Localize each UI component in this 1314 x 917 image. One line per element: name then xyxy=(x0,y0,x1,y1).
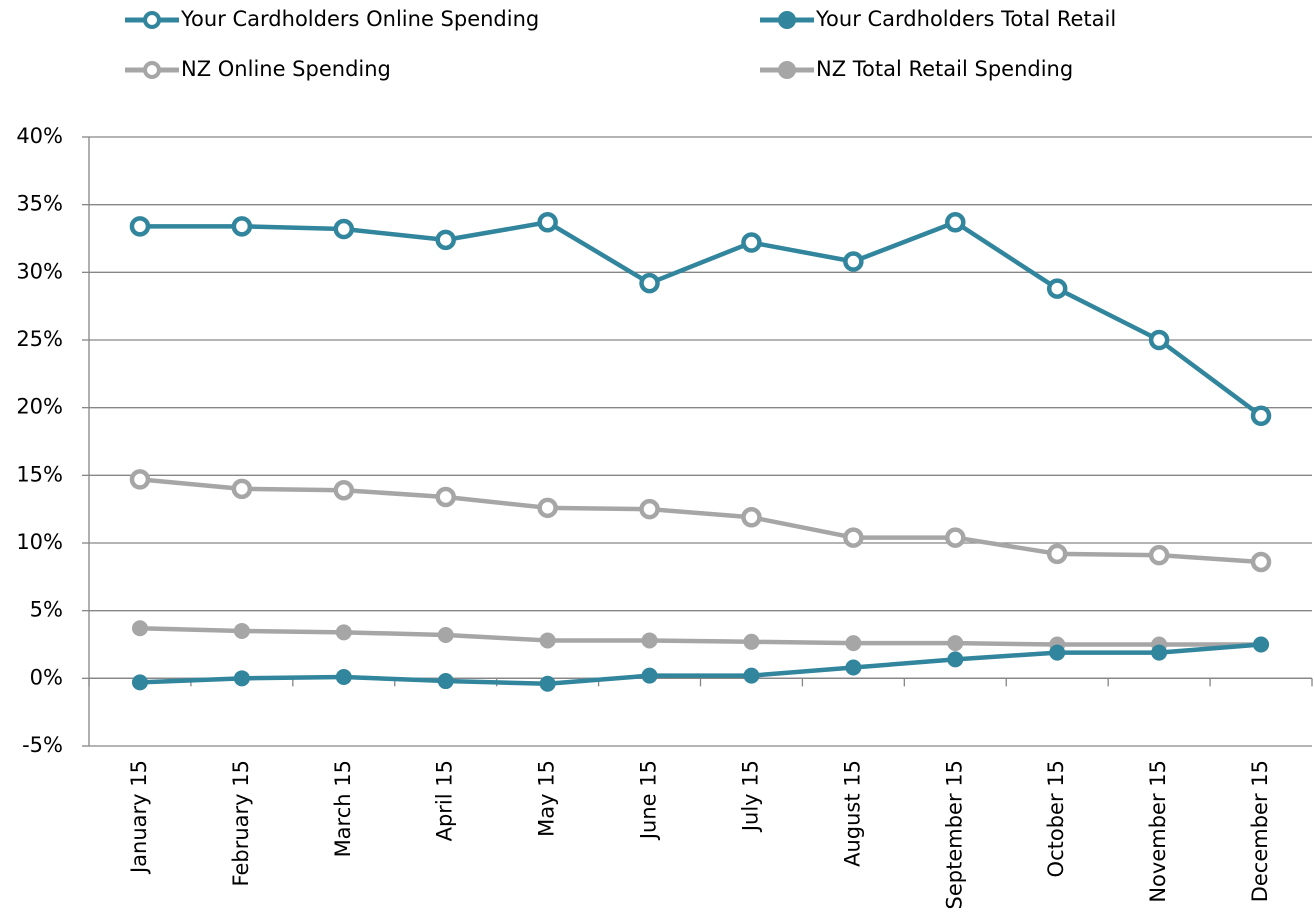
data-point xyxy=(233,670,250,687)
legend-label: NZ Total Retail Spending xyxy=(816,57,1073,81)
data-point xyxy=(639,272,660,294)
data-point xyxy=(741,507,762,528)
series-line xyxy=(139,220,1263,418)
data-point xyxy=(947,651,964,668)
x-tick-label: May 15 xyxy=(535,760,559,837)
y-tick-label: 20% xyxy=(16,395,63,419)
data-point xyxy=(333,479,355,501)
y-tick-label: 0% xyxy=(30,665,63,689)
legend-label: Your Cardholders Online Spending xyxy=(180,7,539,31)
x-tick-label: September 15 xyxy=(942,760,966,909)
x-tick-label: January 15 xyxy=(127,760,151,875)
data-point xyxy=(945,212,966,233)
legend-item: Your Cardholders Total Retail xyxy=(760,7,1116,31)
y-tick-label: 5% xyxy=(30,598,63,622)
data-point xyxy=(845,659,862,676)
data-point xyxy=(129,469,151,490)
series-line xyxy=(139,626,1262,647)
y-tick-label: 35% xyxy=(16,192,63,216)
data-point xyxy=(131,620,148,637)
y-tick-label: 25% xyxy=(16,327,63,351)
data-point xyxy=(1250,551,1272,573)
legend-marker xyxy=(778,61,796,79)
legend-item: NZ Online Spending xyxy=(125,57,391,81)
legend-label: NZ Online Spending xyxy=(181,57,391,81)
data-point xyxy=(945,527,966,548)
y-tick-label: 30% xyxy=(16,259,63,283)
legend-item: Your Cardholders Online Spending xyxy=(125,7,539,31)
legend-label: Your Cardholders Total Retail xyxy=(815,7,1116,31)
data-point xyxy=(335,668,352,685)
data-point xyxy=(335,624,352,641)
legend-marker xyxy=(143,61,161,79)
y-tick-label: -5% xyxy=(22,733,63,757)
data-point xyxy=(435,486,456,508)
data-point xyxy=(537,212,558,233)
y-tick-label: 40% xyxy=(16,124,63,148)
data-point xyxy=(435,229,456,251)
data-point xyxy=(539,675,556,692)
x-tick-label: August 15 xyxy=(840,760,864,867)
legend-marker xyxy=(778,11,796,29)
data-point xyxy=(843,251,864,272)
data-point xyxy=(743,667,760,684)
data-point xyxy=(1046,278,1068,299)
data-point xyxy=(333,218,355,240)
series-line xyxy=(139,642,1262,686)
data-point xyxy=(539,632,556,649)
x-tick-label: June 15 xyxy=(637,760,661,841)
legend-item: NZ Total Retail Spending xyxy=(760,57,1073,81)
data-point xyxy=(437,673,454,690)
y-tick-label: 15% xyxy=(16,462,63,486)
data-point xyxy=(845,635,862,652)
x-tick-label: April 15 xyxy=(433,760,457,841)
x-tick-label: December 15 xyxy=(1248,760,1272,902)
x-tick-label: March 15 xyxy=(331,760,355,857)
data-point xyxy=(743,633,760,650)
x-tick-label: February 15 xyxy=(229,760,253,886)
data-point xyxy=(231,478,253,500)
legend-marker xyxy=(143,11,161,29)
data-point xyxy=(639,498,660,520)
data-point xyxy=(947,635,964,652)
data-point xyxy=(231,216,253,237)
y-tick-label: 10% xyxy=(16,530,63,554)
data-point xyxy=(843,527,864,548)
x-tick-label: November 15 xyxy=(1146,760,1170,903)
data-point xyxy=(233,622,250,639)
x-tick-label: October 15 xyxy=(1044,760,1068,877)
data-point xyxy=(1148,329,1170,351)
data-point xyxy=(1151,644,1168,661)
data-point xyxy=(1049,644,1066,661)
data-point xyxy=(129,216,151,237)
data-point xyxy=(641,667,658,684)
data-point xyxy=(1253,636,1270,653)
data-point xyxy=(641,632,658,649)
data-point xyxy=(1250,405,1272,427)
data-point xyxy=(537,497,558,519)
data-point xyxy=(131,674,148,691)
x-tick-label: July 15 xyxy=(738,760,762,833)
data-point xyxy=(1148,544,1170,566)
data-point xyxy=(741,232,762,253)
data-point xyxy=(1046,543,1068,565)
series-line xyxy=(139,477,1262,565)
data-point xyxy=(437,627,454,644)
